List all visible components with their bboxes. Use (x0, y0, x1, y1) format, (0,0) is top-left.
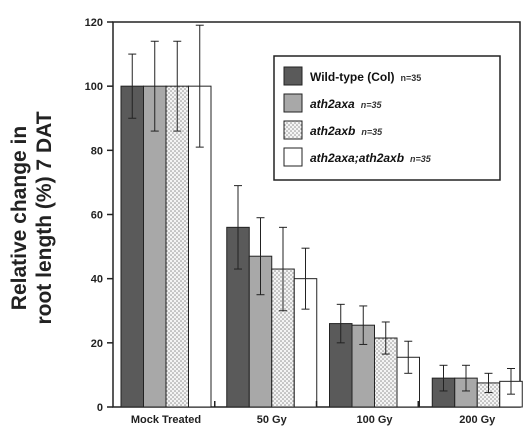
legend-label: Wild-type (Col) n=35 (310, 70, 421, 84)
legend-swatch (283, 147, 303, 167)
y-axis-label-line-1: Relative change in (8, 126, 31, 310)
legend-sample-size: n=35 (361, 100, 383, 110)
bar (165, 85, 189, 408)
legend-sample-size: n=35 (401, 73, 422, 83)
legend-sample-size: n=35 (361, 127, 383, 137)
legend-label: ath2axa n=35 (310, 97, 382, 111)
bar-layer (120, 24, 523, 408)
legend-series-name: ath2axb (310, 124, 355, 138)
y-tick-label: 80 (91, 145, 103, 157)
legend-swatch (283, 120, 303, 140)
x-tick-label: Mock Treated (131, 414, 201, 426)
y-tick-label: 100 (85, 81, 103, 93)
legend-box (273, 55, 501, 181)
legend: Wild-type (Col) n=35 ath2axa n=35 ath2axb n=3… (273, 55, 501, 181)
y-axis-label-line-2: root length (%) 7 DAT (33, 111, 56, 324)
legend-label: ath2axb n=35 (310, 124, 383, 138)
legend-swatch (283, 93, 303, 113)
legend-series-name: ath2axa;ath2axb (310, 151, 404, 165)
x-axis-ticks: Mock Treated 50 Gy 100 Gy 200 Gy (131, 401, 496, 426)
y-tick-label: 0 (97, 402, 103, 414)
y-tick-label: 60 (91, 210, 103, 222)
legend-series-name: ath2axa (310, 97, 355, 111)
x-tick-label: 200 Gy (459, 414, 496, 426)
bar (143, 85, 167, 408)
y-axis-ticks: 0 20 40 60 80 100 120 (85, 17, 113, 414)
legend-sample-size: n=35 (410, 154, 432, 164)
y-tick-label: 40 (91, 274, 103, 286)
y-tick-label: 120 (85, 17, 103, 29)
legend-label: ath2axa;ath2axb n=35 (310, 151, 432, 165)
y-tick-label: 20 (91, 338, 103, 350)
legend-series-name: Wild-type (Col) (310, 70, 395, 84)
legend-swatch (283, 66, 303, 86)
x-tick-label: 50 Gy (257, 414, 288, 426)
bar (120, 85, 144, 408)
x-tick-label: 100 Gy (356, 414, 393, 426)
